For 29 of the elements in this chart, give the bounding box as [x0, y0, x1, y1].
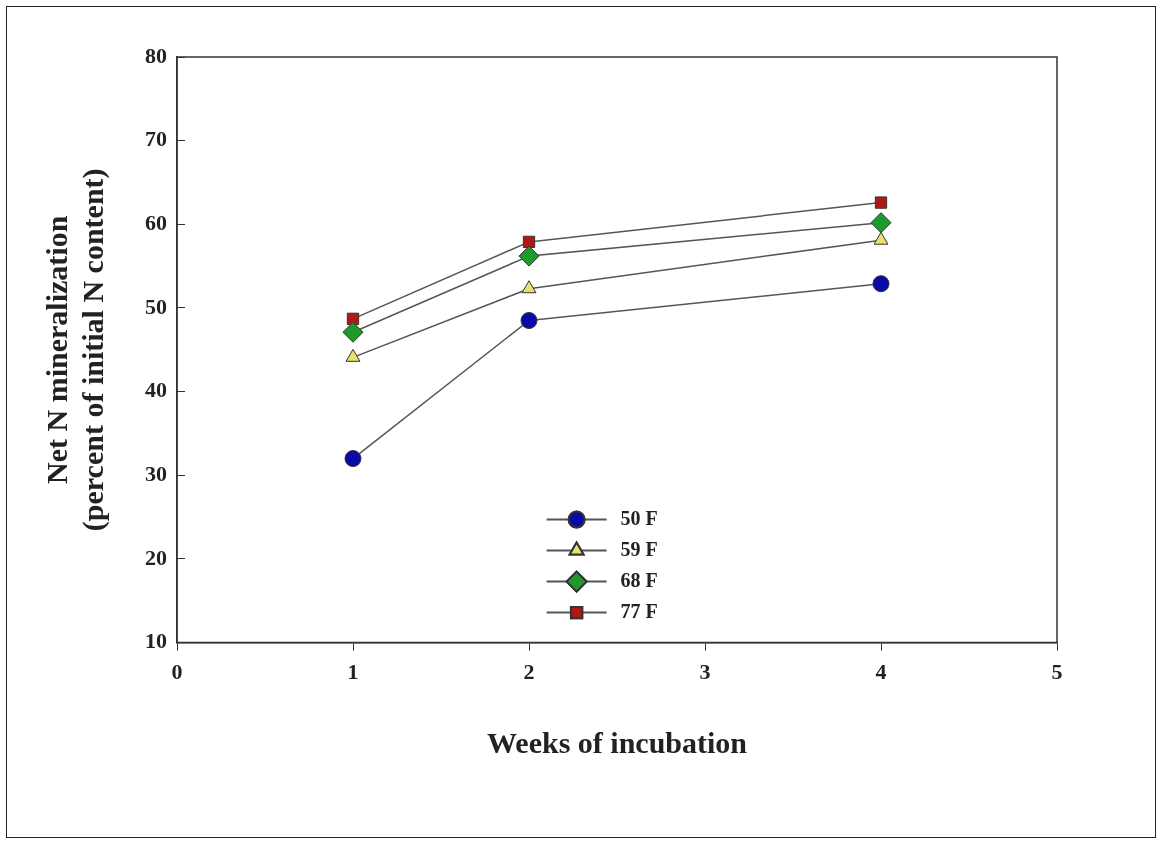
x-tick-label: 0 [171, 659, 183, 685]
x-axis-title: Weeks of incubation [486, 725, 748, 759]
y-tick-label: 60 [145, 210, 167, 235]
point [874, 196, 888, 209]
point [872, 275, 890, 293]
point [518, 245, 540, 267]
y-tick-label: 80 [145, 42, 167, 68]
x-tick-label: 5 [1051, 659, 1063, 685]
x-tick-label: 4 [875, 659, 887, 685]
y-axis-title: Net N mineralization (percent of initial N content) [39, 168, 110, 532]
x-tick-label: 1 [347, 659, 359, 685]
y-tick-label: 50 [145, 293, 167, 319]
x-tick-label: 3 [699, 659, 711, 685]
y-tick-label: 20 [145, 544, 167, 570]
point [521, 280, 537, 294]
point [344, 450, 362, 468]
legend-label: 59 F [620, 537, 658, 560]
y-tick-label: 10 [145, 628, 167, 654]
y-tick-label: 30 [145, 460, 167, 486]
x-tick-label: 2 [523, 659, 535, 685]
legend-label: 77 F [620, 599, 658, 622]
y-tick-label: 40 [145, 377, 167, 403]
y-tick-label: 70 [145, 126, 167, 152]
legend-label: 50 F [620, 506, 658, 529]
point [520, 312, 538, 330]
point [870, 212, 892, 234]
point [342, 321, 364, 343]
legend-label: 68 F [620, 568, 658, 591]
point [522, 235, 536, 249]
